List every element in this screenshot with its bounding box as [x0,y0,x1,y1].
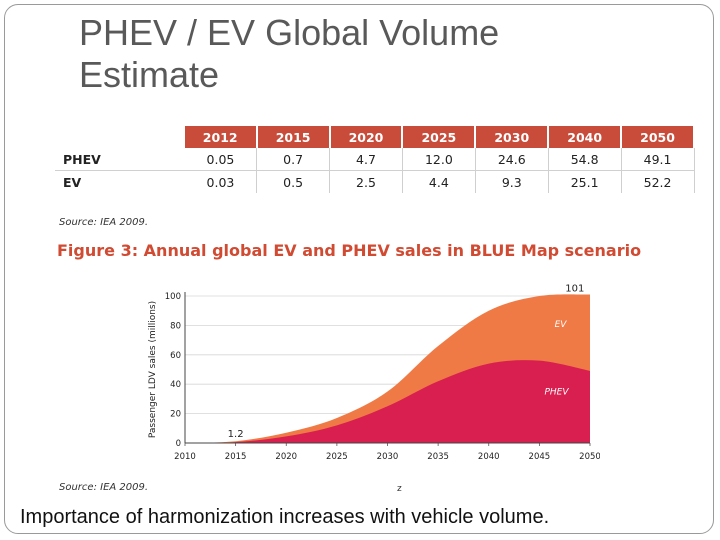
y-axis-title: Passenger LDV sales (millions) [148,301,158,438]
year-header: 2040 [548,126,623,148]
volume-table-region: 2012 2015 2020 2025 2030 2040 2050 PHEV … [55,126,695,193]
year-header: 2015 [256,126,331,148]
x-tick-label: 2040 [478,452,500,462]
year-header: 2012 [184,126,258,148]
figure-source-note: Source: IEA 2009. [59,482,149,493]
x-tick-label: 2050 [579,452,600,462]
row-label: PHEV [55,148,185,171]
year-header: 2025 [402,126,477,148]
ev-series-label: EV [555,320,568,330]
chart-axes [184,292,591,446]
annotation-label: 101 [565,284,584,295]
x-tick-label: 2030 [377,452,399,462]
y-tick-label: 60 [170,351,181,361]
y-tick-label: 0 [176,439,181,449]
volume-table: 2012 2015 2020 2025 2030 2040 2050 PHEV … [55,126,695,193]
table-row: EV 0.03 0.5 2.5 4.4 9.3 25.1 52.2 [55,170,695,193]
table-header-row: 2012 2015 2020 2025 2030 2040 2050 [55,126,695,148]
table-cell: 0.05 [184,148,258,171]
table-cell: 0.7 [256,148,331,171]
annotation-label: 1.2 [228,429,244,440]
x-tick-label: 2020 [275,452,297,462]
x-tick-label: 2025 [326,452,348,462]
table-source-note: Source: IEA 2009. [59,217,149,228]
x-tick-label: 2015 [225,452,247,462]
row-label: EV [63,174,82,190]
table-cell: 9.3 [475,170,549,193]
table-cell: 4.7 [329,148,403,171]
table-cell: 12.0 [402,148,476,171]
y-tick-label: 20 [170,410,181,420]
y-tick-label: 80 [170,321,181,331]
year-header: 2030 [475,126,550,148]
y-tick-label: 100 [165,292,181,302]
table-cell: 0.5 [256,170,331,193]
x-tick-label: 2035 [427,452,449,462]
table-row: PHEV 0.05 0.7 4.7 12.0 24.6 54.8 49.1 [55,148,695,171]
footer-caption: Importance of harmonization increases wi… [20,506,550,528]
table-cell: 52.2 [621,170,695,193]
stray-mark: z [397,484,402,494]
table-cell: 24.6 [475,148,549,171]
table-cell: 25.1 [548,170,622,193]
y-tick-label: 40 [170,380,181,390]
figure-title: Figure 3: Annual global EV and PHEV sale… [57,241,642,260]
slide-frame [4,4,714,534]
table-cell: 4.4 [402,170,476,193]
table-cell: 54.8 [548,148,622,171]
x-tick-label: 2010 [174,452,196,462]
page-title: PHEV / EV Global Volume Estimate [79,12,500,95]
year-header: 2020 [329,126,404,148]
year-header: 2050 [621,126,695,148]
chart-areas [185,294,590,443]
table-corner [55,126,185,148]
table-cell: 2.5 [329,170,403,193]
table-cell: 0.03 [184,170,258,193]
x-tick-label: 2045 [529,452,551,462]
phev-series-label: PHEV [544,387,569,397]
table-cell: 49.1 [621,148,695,171]
phev-area [185,360,590,443]
